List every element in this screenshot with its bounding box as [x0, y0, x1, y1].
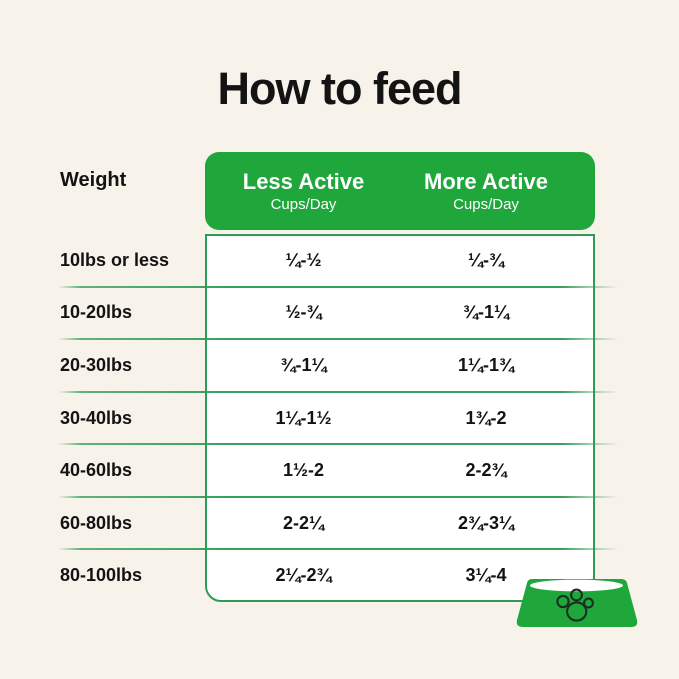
- row-divider: [58, 338, 618, 340]
- less-active-cell: ¾-1¼: [280, 354, 327, 375]
- weight-cell: 40-60lbs: [60, 460, 133, 481]
- more-active-cell: ¾-1¼: [462, 302, 510, 323]
- row-divider: [58, 548, 618, 550]
- table-row: 40-60lbs 1½-2 2-2¾: [0, 444, 679, 497]
- weight-cell: 10lbs or less: [60, 249, 170, 270]
- weight-cell: 10-20lbs: [60, 302, 133, 323]
- more-active-cell: 3¼-4: [465, 565, 507, 586]
- less-active-cell: 1¼-1½: [275, 407, 332, 428]
- less-active-cell: 2-2¼: [282, 512, 325, 533]
- bowl-opening: [530, 579, 623, 592]
- more-active-sublabel: Cups/Day: [453, 196, 519, 214]
- header-less-active: Less Active Cups/Day: [205, 169, 402, 213]
- page-title: How to feed: [217, 63, 463, 114]
- less-active-label: Less Active: [242, 168, 365, 194]
- weight-cell: 30-40lbs: [60, 407, 133, 428]
- more-active-label: More Active: [424, 168, 548, 194]
- table-header: Less Active Cups/Day More Active Cups/Da…: [205, 152, 595, 230]
- more-active-cell: 1¼-1¾: [457, 354, 515, 375]
- more-active-cell: ¼-¾: [467, 249, 505, 270]
- table-row: 80-100lbs 2¼-2¾ 3¼-4: [0, 549, 679, 602]
- weight-column-header: Weight: [60, 169, 127, 191]
- header-more-active: More Active Cups/Day: [402, 169, 570, 213]
- table-row: 10-20lbs ½-¾ ¾-1¼: [0, 287, 679, 340]
- paw-print-icon: [556, 588, 594, 622]
- table-row: 10lbs or less ¼-½ ¼-¾: [0, 234, 679, 287]
- row-divider: [58, 391, 618, 393]
- more-active-cell: 2¾-3¼: [457, 512, 515, 533]
- table-row: 30-40lbs 1¼-1½ 1¾-2: [0, 392, 679, 445]
- less-active-cell: ¼-½: [285, 249, 322, 270]
- row-divider: [58, 286, 618, 288]
- more-active-cell: 2-2¾: [465, 460, 507, 481]
- less-active-cell: ½-¾: [285, 302, 322, 323]
- weight-cell: 60-80lbs: [60, 512, 133, 533]
- less-active-sublabel: Cups/Day: [270, 196, 337, 214]
- table-body-panel: [205, 234, 595, 602]
- weight-cell: 20-30lbs: [60, 354, 133, 375]
- less-active-cell: 1½-2: [282, 460, 325, 481]
- row-divider: [58, 496, 618, 498]
- table-rows: 10lbs or less ¼-½ ¼-¾ 10-20lbs ½-¾ ¾-1¼ …: [0, 234, 679, 602]
- dog-bowl-icon: [516, 579, 638, 627]
- less-active-cell: 2¼-2¾: [275, 565, 332, 586]
- row-divider: [58, 443, 618, 445]
- table-row: 60-80lbs 2-2¼ 2¾-3¼: [0, 497, 679, 550]
- more-active-cell: 1¾-2: [465, 407, 507, 428]
- weight-cell: 80-100lbs: [60, 565, 143, 586]
- table-row: 20-30lbs ¾-1¼ 1¼-1¾: [0, 339, 679, 392]
